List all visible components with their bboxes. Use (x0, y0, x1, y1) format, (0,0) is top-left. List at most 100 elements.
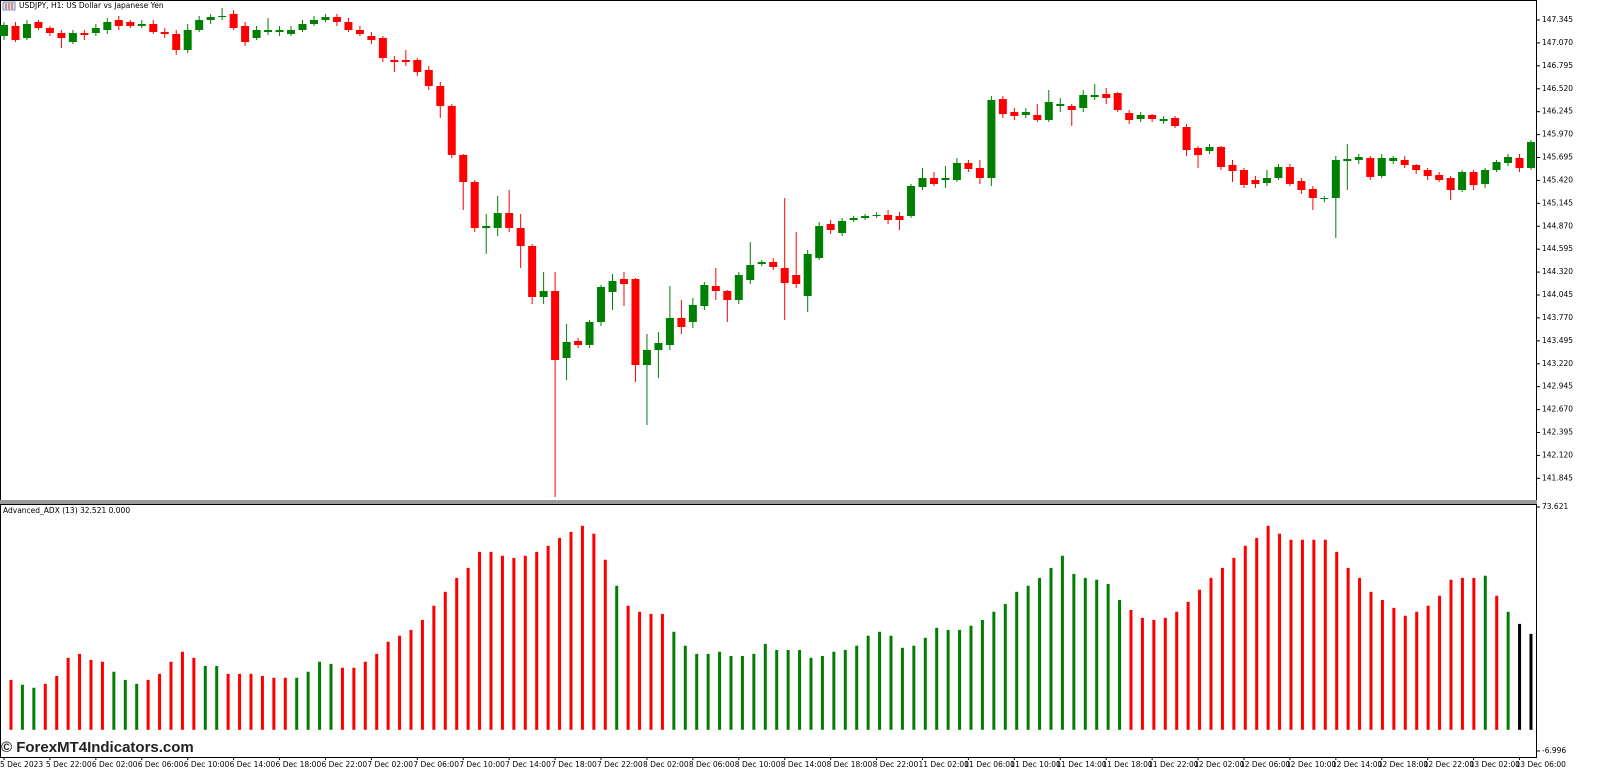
adx-bar (386, 641, 390, 730)
candle-body (264, 30, 273, 32)
adx-bar (660, 613, 664, 730)
adx-bar (1403, 615, 1407, 730)
candle-body (470, 182, 479, 228)
adx-bar (1449, 579, 1453, 730)
candle-body (1182, 127, 1191, 150)
adx-bar (923, 637, 927, 730)
candle-body (1228, 165, 1237, 171)
adx-bar (249, 673, 253, 730)
adx-bar (215, 665, 219, 730)
adx-bar (1369, 591, 1373, 730)
adx-bar (1232, 557, 1236, 730)
x-tick-label: 8 Dec 18:00 (827, 760, 873, 769)
candle-body (1458, 172, 1467, 190)
y-tick-label: 141.845 (1542, 473, 1573, 482)
candle-body (126, 22, 135, 26)
candle-body (424, 70, 433, 86)
candle-body (1113, 93, 1122, 110)
adx-bar (649, 613, 653, 730)
candle-body (516, 228, 525, 246)
candle-body (68, 33, 77, 42)
candle-body (1354, 157, 1363, 160)
candle-body (1056, 104, 1065, 106)
candle-body (149, 24, 158, 32)
candle-body (11, 26, 20, 40)
candle-body (734, 275, 743, 300)
candle-body (275, 30, 284, 32)
candle-body (229, 14, 238, 28)
candle-body (723, 291, 732, 300)
candle-body (22, 24, 31, 38)
candle-body (57, 33, 66, 38)
adx-bar (1323, 539, 1327, 730)
candle-body (987, 100, 996, 178)
candle-body (298, 24, 307, 30)
candle-body (1217, 147, 1226, 167)
y-tick-label: 147.345 (1542, 15, 1573, 24)
adx-bar (603, 559, 607, 730)
adx-bar (66, 657, 70, 730)
candle-body (757, 262, 766, 264)
adx-bar (786, 649, 790, 730)
x-tick-label: 8 Dec 14:00 (781, 760, 827, 769)
candle-body (1492, 162, 1501, 170)
candle-body (160, 32, 169, 34)
candle-body (1159, 119, 1168, 121)
candle-body (344, 22, 353, 30)
indicator-frame (0, 504, 1537, 758)
candle-body (1274, 167, 1283, 178)
y-tick-label: 143.770 (1542, 313, 1573, 322)
adx-bar (89, 659, 93, 730)
adx-bar (158, 673, 162, 730)
y-tick-label: 146.520 (1542, 84, 1573, 93)
adx-bar (1015, 591, 1019, 730)
candle-body (482, 226, 491, 228)
candle-body (1320, 198, 1329, 199)
adx-bar (889, 635, 893, 730)
adx-bar (1049, 567, 1053, 730)
adx-bar (238, 673, 242, 730)
adx-bar (935, 627, 939, 730)
candle-body (803, 254, 812, 296)
candle-body (1435, 175, 1444, 180)
adx-bar (1312, 539, 1316, 730)
candle-body (574, 341, 583, 345)
adx-bar (1220, 567, 1224, 730)
candle-body (1171, 118, 1180, 126)
adx-bar (478, 551, 482, 730)
adx-bar (1060, 555, 1064, 730)
adx-bar (1072, 573, 1076, 730)
y-tick-label: 147.070 (1542, 38, 1573, 47)
candle-body (562, 342, 571, 358)
adx-bar (398, 635, 402, 730)
candle-body (780, 268, 789, 283)
candle-body (493, 213, 502, 228)
candle-body (218, 16, 227, 17)
x-tick-label: 11 Dec 14:00 (1056, 760, 1107, 769)
adx-bar (135, 683, 139, 730)
adx-bar (752, 653, 756, 730)
candle-body (367, 36, 376, 40)
x-tick-label: 11 Dec 02:00 (918, 760, 969, 769)
adx-bar (1495, 595, 1499, 730)
x-tick-label: 6 Dec 18:00 (276, 760, 322, 769)
candle-body (654, 343, 663, 350)
x-tick-label: 7 Dec 14:00 (505, 760, 551, 769)
candle-body (1308, 189, 1317, 198)
adx-bar (226, 673, 230, 730)
x-tick-label: 8 Dec 02:00 (643, 760, 689, 769)
candle-body (665, 318, 674, 345)
candle-body (941, 178, 950, 180)
candle-body (884, 215, 893, 220)
x-tick-label: 11 Dec 06:00 (964, 760, 1015, 769)
adx-bar (1255, 537, 1259, 730)
adx-bar (1289, 539, 1293, 730)
adx-bar (295, 677, 299, 730)
candle-body (355, 30, 364, 34)
adx-bar (1140, 617, 1144, 730)
candle-body (1044, 102, 1053, 120)
candle-body (964, 163, 973, 169)
adx-bar (443, 591, 447, 730)
adx-bar (55, 675, 59, 730)
candle-body (332, 17, 341, 22)
